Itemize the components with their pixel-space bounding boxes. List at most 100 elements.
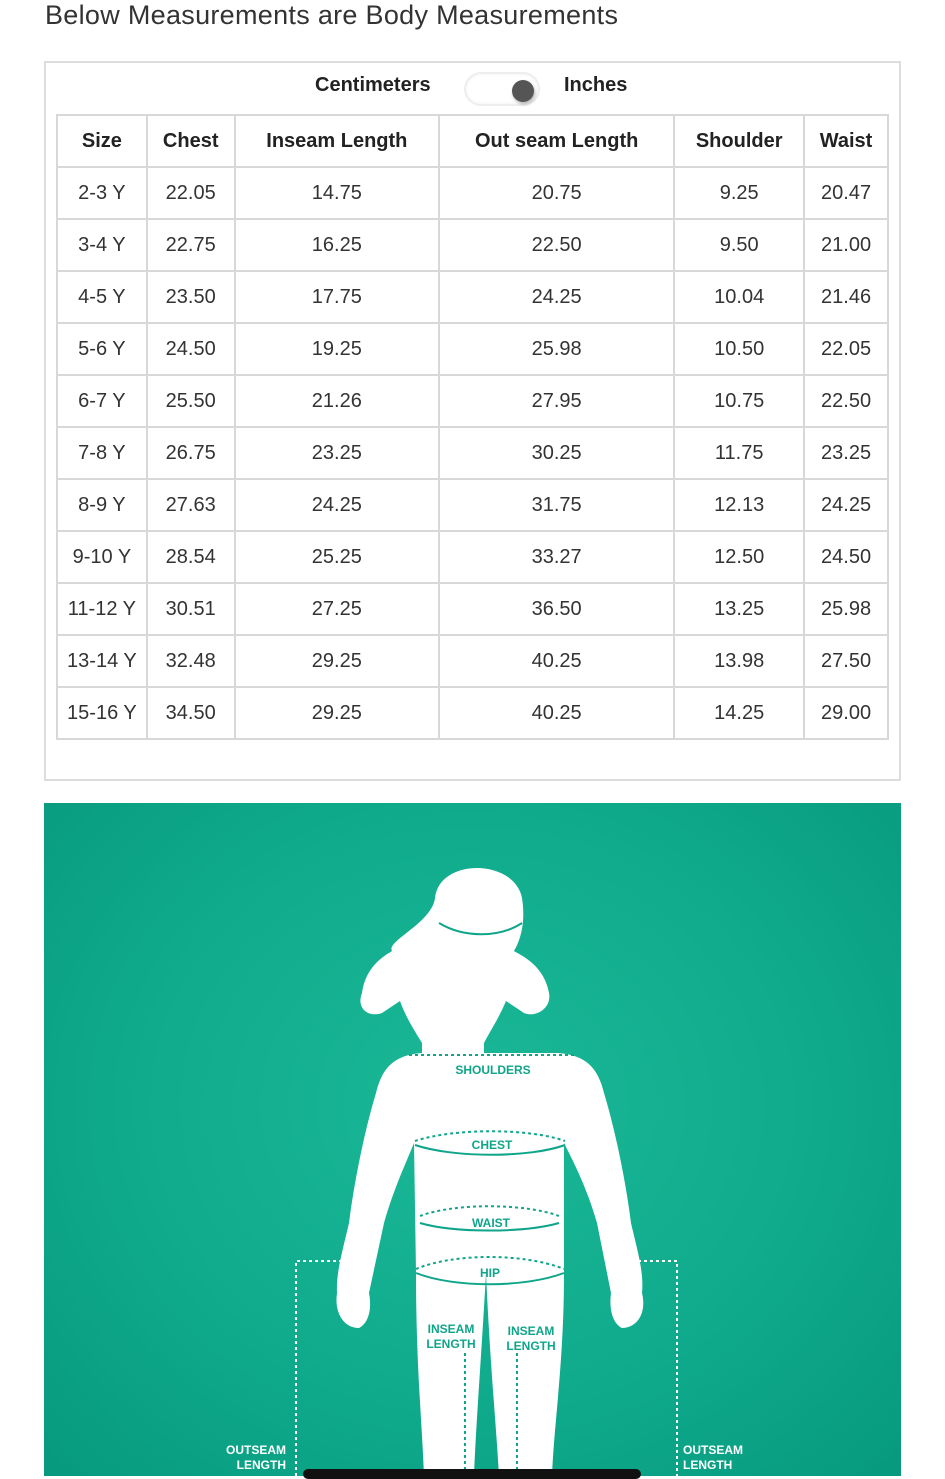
outseam-label-left-2: LENGTH bbox=[237, 1458, 286, 1472]
table-row: 15-16 Y 34.50 29.25 40.25 14.25 29.00 bbox=[56, 686, 889, 740]
table-cell: 30.25 bbox=[438, 426, 676, 480]
table-cell: 11.75 bbox=[673, 426, 806, 480]
table-cell: 27.50 bbox=[803, 634, 889, 688]
measurement-illustration: SHOULDERS CHEST WAIST HIP INSEAM LENGTH … bbox=[44, 803, 901, 1476]
table-header: Size Chest Inseam Length Out seam Length Sho… bbox=[56, 114, 889, 168]
table-cell: 2-3 Y bbox=[56, 166, 148, 220]
table-cell: 29.25 bbox=[233, 634, 441, 688]
table-cell: 16.25 bbox=[233, 218, 441, 272]
table-cell: 22.05 bbox=[803, 322, 889, 376]
size-table: Size Chest Inseam Length Out seam Length Sho… bbox=[56, 114, 889, 740]
table-cell: 3-4 Y bbox=[56, 218, 148, 272]
table-cell: 13.25 bbox=[673, 582, 806, 636]
column-header: Out seam Length bbox=[438, 114, 676, 168]
table-cell: 9-10 Y bbox=[56, 530, 148, 584]
table-cell: 20.75 bbox=[438, 166, 676, 220]
table-cell: 10.50 bbox=[673, 322, 806, 376]
table-cell: 40.25 bbox=[438, 634, 676, 688]
child-silhouette-icon: SHOULDERS CHEST WAIST HIP INSEAM LENGTH … bbox=[226, 868, 743, 1476]
outseam-label-right-2: LENGTH bbox=[683, 1458, 732, 1472]
table-cell: 22.50 bbox=[803, 374, 889, 428]
table-cell: 9.25 bbox=[673, 166, 806, 220]
table-cell: 7-8 Y bbox=[56, 426, 148, 480]
table-cell: 13.98 bbox=[673, 634, 806, 688]
table-row: 6-7 Y 25.50 21.26 27.95 10.75 22.50 bbox=[56, 374, 889, 428]
table-row: 9-10 Y 28.54 25.25 33.27 12.50 24.50 bbox=[56, 530, 889, 584]
table-cell: 22.75 bbox=[145, 218, 236, 272]
inseam-label-right-2: LENGTH bbox=[506, 1339, 555, 1353]
table-cell: 13-14 Y bbox=[56, 634, 148, 688]
inseam-label-right: INSEAM bbox=[508, 1324, 555, 1338]
column-header: Chest bbox=[145, 114, 236, 168]
table-cell: 23.25 bbox=[233, 426, 441, 480]
table-cell: 15-16 Y bbox=[56, 686, 148, 740]
table-cell: 21.46 bbox=[803, 270, 889, 324]
table-cell: 28.54 bbox=[145, 530, 236, 584]
table-cell: 24.25 bbox=[438, 270, 676, 324]
table-cell: 27.95 bbox=[438, 374, 676, 428]
column-header: Shoulder bbox=[673, 114, 806, 168]
table-row: 7-8 Y 26.75 23.25 30.25 11.75 23.25 bbox=[56, 426, 889, 480]
table-cell: 19.25 bbox=[233, 322, 441, 376]
table-cell: 20.47 bbox=[803, 166, 889, 220]
table-row: 11-12 Y 30.51 27.25 36.50 13.25 25.98 bbox=[56, 582, 889, 636]
page-title: Below Measurements are Body Measurements bbox=[45, 0, 619, 30]
table-cell: 25.98 bbox=[803, 582, 889, 636]
unit-inches-label[interactable]: Inches bbox=[564, 74, 628, 96]
table-cell: 36.50 bbox=[438, 582, 676, 636]
table-cell: 29.00 bbox=[803, 686, 889, 740]
table-cell: 22.50 bbox=[438, 218, 676, 272]
table-cell: 40.25 bbox=[438, 686, 676, 740]
table-cell: 24.25 bbox=[233, 478, 441, 532]
table-cell: 33.27 bbox=[438, 530, 676, 584]
table-cell: 25.25 bbox=[233, 530, 441, 584]
table-cell: 22.05 bbox=[145, 166, 236, 220]
inseam-label-left-2: LENGTH bbox=[426, 1337, 475, 1351]
table-row: 3-4 Y 22.75 16.25 22.50 9.50 21.00 bbox=[56, 218, 889, 272]
table-cell: 25.98 bbox=[438, 322, 676, 376]
shoulders-label: SHOULDERS bbox=[455, 1063, 530, 1077]
table-cell: 12.50 bbox=[673, 530, 806, 584]
table-cell: 6-7 Y bbox=[56, 374, 148, 428]
home-indicator[interactable] bbox=[303, 1469, 641, 1479]
table-cell: 21.26 bbox=[233, 374, 441, 428]
table-cell: 8-9 Y bbox=[56, 478, 148, 532]
table-cell: 11-12 Y bbox=[56, 582, 148, 636]
table-cell: 34.50 bbox=[145, 686, 236, 740]
waist-label: WAIST bbox=[472, 1216, 511, 1230]
toggle-knob bbox=[512, 80, 534, 102]
table-cell: 4-5 Y bbox=[56, 270, 148, 324]
table-row: 13-14 Y 32.48 29.25 40.25 13.98 27.50 bbox=[56, 634, 889, 688]
table-cell: 29.25 bbox=[233, 686, 441, 740]
table-cell: 24.50 bbox=[803, 530, 889, 584]
table-cell: 27.25 bbox=[233, 582, 441, 636]
table-cell: 25.50 bbox=[145, 374, 236, 428]
unit-toggle[interactable] bbox=[464, 72, 540, 106]
table-cell: 27.63 bbox=[145, 478, 236, 532]
table-cell: 32.48 bbox=[145, 634, 236, 688]
outseam-label-left: OUTSEAM bbox=[226, 1443, 286, 1457]
table-cell: 26.75 bbox=[145, 426, 236, 480]
inseam-label-left: INSEAM bbox=[428, 1322, 475, 1336]
unit-centimeters-label[interactable]: Centimeters bbox=[315, 74, 431, 96]
chest-label: CHEST bbox=[472, 1138, 513, 1152]
table-cell: 24.50 bbox=[145, 322, 236, 376]
table-cell: 17.75 bbox=[233, 270, 441, 324]
outseam-label-right: OUTSEAM bbox=[683, 1443, 743, 1457]
table-cell: 30.51 bbox=[145, 582, 236, 636]
table-row: 2-3 Y 22.05 14.75 20.75 9.25 20.47 bbox=[56, 166, 889, 220]
table-row: 8-9 Y 27.63 24.25 31.75 12.13 24.25 bbox=[56, 478, 889, 532]
table-row: 4-5 Y 23.50 17.75 24.25 10.04 21.46 bbox=[56, 270, 889, 324]
table-cell: 10.04 bbox=[673, 270, 806, 324]
table-cell: 14.75 bbox=[233, 166, 441, 220]
table-row: 5-6 Y 24.50 19.25 25.98 10.50 22.05 bbox=[56, 322, 889, 376]
table-cell: 12.13 bbox=[673, 478, 806, 532]
column-header: Waist bbox=[803, 114, 889, 168]
table-cell: 21.00 bbox=[803, 218, 889, 272]
table-cell: 23.50 bbox=[145, 270, 236, 324]
table-cell: 10.75 bbox=[673, 374, 806, 428]
table-cell: 31.75 bbox=[438, 478, 676, 532]
table-cell: 5-6 Y bbox=[56, 322, 148, 376]
column-header: Inseam Length bbox=[233, 114, 441, 168]
size-chart-card bbox=[44, 61, 901, 781]
